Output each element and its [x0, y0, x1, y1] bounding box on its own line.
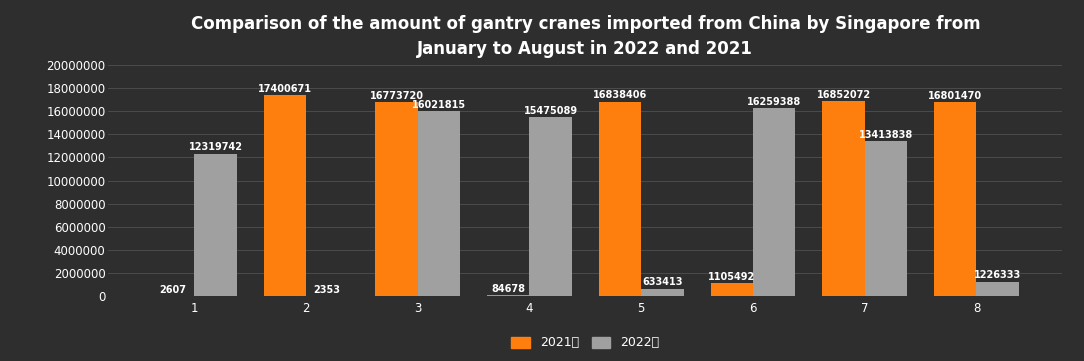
Bar — [710, 283, 753, 296]
Title: Comparison of the amount of gantry cranes imported from China by Singapore from
: Comparison of the amount of gantry crane… — [191, 15, 980, 58]
Text: 16259388: 16259388 — [747, 97, 801, 107]
Bar — [529, 117, 572, 296]
Bar — [194, 154, 236, 296]
Text: 1105492: 1105492 — [708, 272, 756, 282]
Bar — [487, 295, 529, 296]
Text: 2353: 2353 — [313, 284, 340, 295]
Text: 16021815: 16021815 — [412, 100, 466, 109]
Bar — [934, 102, 977, 296]
Text: 2607: 2607 — [159, 284, 186, 295]
Text: 13413838: 13413838 — [859, 130, 913, 140]
Text: 16838406: 16838406 — [593, 90, 647, 100]
Text: 84678: 84678 — [491, 284, 526, 293]
Text: 12319742: 12319742 — [189, 142, 243, 152]
Text: 16852072: 16852072 — [816, 90, 870, 100]
Text: 16773720: 16773720 — [370, 91, 424, 101]
Text: 17400671: 17400671 — [258, 84, 312, 93]
Text: 16801470: 16801470 — [928, 91, 982, 101]
Bar — [865, 141, 907, 296]
Text: 15475089: 15475089 — [524, 106, 578, 116]
Bar — [263, 95, 306, 296]
Text: 633413: 633413 — [642, 277, 683, 287]
Bar — [375, 102, 417, 296]
Bar — [417, 111, 461, 296]
Bar — [642, 289, 684, 296]
Text: 1226333: 1226333 — [975, 270, 1021, 280]
Bar — [598, 101, 642, 296]
Legend: 2021年, 2022年: 2021年, 2022年 — [506, 331, 664, 355]
Bar — [823, 101, 865, 296]
Bar — [977, 282, 1019, 296]
Bar — [753, 108, 796, 296]
